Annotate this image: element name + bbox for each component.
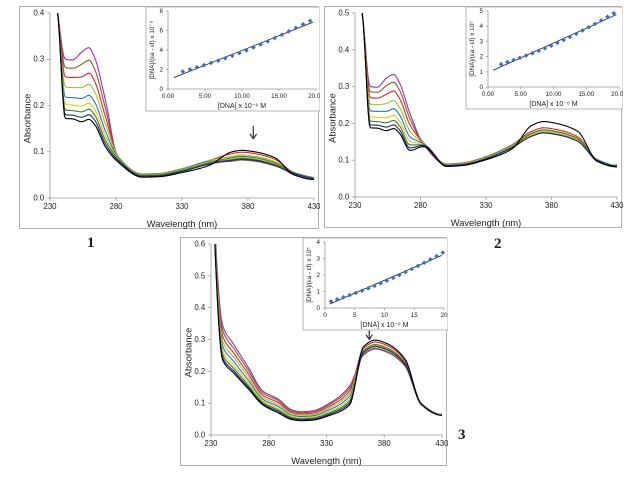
svg-text:0.5: 0.5 xyxy=(194,271,206,280)
svg-text:0.00: 0.00 xyxy=(162,93,175,100)
svg-text:2: 2 xyxy=(159,67,163,74)
svg-text:[DNA]/(εa - εf) x 10⁵: [DNA]/(εa - εf) x 10⁵ xyxy=(469,21,476,77)
svg-text:280: 280 xyxy=(414,201,428,210)
svg-text:0.4: 0.4 xyxy=(338,45,350,54)
svg-text:5: 5 xyxy=(479,8,483,15)
svg-text:4: 4 xyxy=(159,47,163,54)
svg-text:330: 330 xyxy=(320,439,334,448)
svg-text:430: 430 xyxy=(435,439,448,448)
svg-text:380: 380 xyxy=(545,201,559,210)
svg-text:0.00: 0.00 xyxy=(482,91,495,98)
svg-text:2: 2 xyxy=(479,54,483,61)
svg-text:10.00: 10.00 xyxy=(234,93,250,100)
svg-text:Wavelength (nm): Wavelength (nm) xyxy=(291,456,361,466)
svg-text:Wavelength (nm): Wavelength (nm) xyxy=(147,219,217,229)
svg-text:[DNA] x 10⁻⁶ M: [DNA] x 10⁻⁶ M xyxy=(529,101,577,108)
svg-text:0.1: 0.1 xyxy=(194,399,205,408)
svg-text:3: 3 xyxy=(316,256,320,263)
svg-text:6: 6 xyxy=(159,28,163,35)
svg-text:10.00: 10.00 xyxy=(546,91,562,98)
svg-text:0: 0 xyxy=(159,86,163,93)
svg-text:0.3: 0.3 xyxy=(33,55,44,64)
svg-text:0.6: 0.6 xyxy=(194,240,205,249)
svg-text:330: 330 xyxy=(479,201,493,210)
svg-text:0.4: 0.4 xyxy=(33,9,45,18)
svg-text:380: 380 xyxy=(378,439,392,448)
svg-text:230: 230 xyxy=(43,202,57,211)
svg-text:15.00: 15.00 xyxy=(578,91,594,98)
svg-text:0: 0 xyxy=(323,312,327,319)
svg-text:330: 330 xyxy=(175,202,189,211)
svg-text:0.2: 0.2 xyxy=(338,119,349,128)
svg-text:1: 1 xyxy=(479,69,483,76)
svg-text:0.0: 0.0 xyxy=(33,194,45,203)
svg-text:Absorbance: Absorbance xyxy=(184,328,194,378)
svg-text:430: 430 xyxy=(307,202,320,211)
svg-text:230: 230 xyxy=(204,439,218,448)
svg-text:0.3: 0.3 xyxy=(194,335,205,344)
svg-text:230: 230 xyxy=(348,201,362,210)
svg-text:0.3: 0.3 xyxy=(338,82,349,91)
svg-text:Absorbance: Absorbance xyxy=(328,93,338,143)
svg-text:430: 430 xyxy=(610,201,623,210)
svg-text:2: 2 xyxy=(316,272,320,279)
svg-text:280: 280 xyxy=(262,439,276,448)
svg-text:[DNA] x 10⁻⁶ M: [DNA] x 10⁻⁶ M xyxy=(360,322,408,329)
svg-text:15: 15 xyxy=(411,312,419,319)
svg-text:15.00: 15.00 xyxy=(271,93,287,100)
svg-text:4: 4 xyxy=(479,23,483,30)
svg-text:5.00: 5.00 xyxy=(199,93,212,100)
svg-text:Absorbance: Absorbance xyxy=(23,94,33,144)
svg-text:0.1: 0.1 xyxy=(338,156,349,165)
svg-text:0.0: 0.0 xyxy=(338,193,350,202)
svg-text:0.5: 0.5 xyxy=(338,9,350,18)
svg-text:8: 8 xyxy=(159,8,163,15)
svg-text:4: 4 xyxy=(316,239,320,246)
svg-text:[DNA]/(εa - εf) x 10⁵: [DNA]/(εa - εf) x 10⁵ xyxy=(306,247,313,303)
svg-text:280: 280 xyxy=(109,202,123,211)
svg-text:5.00: 5.00 xyxy=(515,91,528,98)
svg-text:0.0: 0.0 xyxy=(194,431,206,440)
svg-text:10: 10 xyxy=(381,312,389,319)
svg-text:Wavelength (nm): Wavelength (nm) xyxy=(451,218,521,228)
svg-text:[DNA] x 10⁻⁶ M: [DNA] x 10⁻⁶ M xyxy=(218,103,266,110)
svg-text:3: 3 xyxy=(479,38,483,45)
svg-text:20.00: 20.00 xyxy=(308,93,320,100)
svg-text:0: 0 xyxy=(479,84,483,91)
svg-text:20: 20 xyxy=(440,312,448,319)
svg-text:0.2: 0.2 xyxy=(33,101,44,110)
svg-text:380: 380 xyxy=(241,202,255,211)
svg-text:0.4: 0.4 xyxy=(194,303,206,312)
svg-text:20.00: 20.00 xyxy=(611,91,623,98)
svg-text:[DNA]/(εa - εf) x 10⁻⁹: [DNA]/(εa - εf) x 10⁻⁹ xyxy=(149,20,156,79)
svg-text:5: 5 xyxy=(353,312,357,319)
svg-text:0: 0 xyxy=(316,305,320,312)
svg-text:0.1: 0.1 xyxy=(33,147,44,156)
svg-text:0.2: 0.2 xyxy=(194,367,205,376)
svg-text:1: 1 xyxy=(316,289,320,296)
